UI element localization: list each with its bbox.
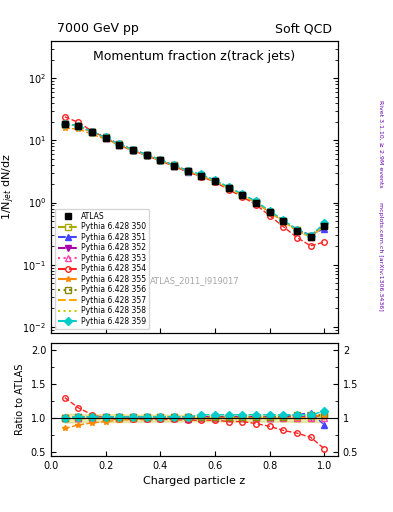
Text: mcplots.cern.ch [arXiv:1306.3436]: mcplots.cern.ch [arXiv:1306.3436]	[378, 202, 383, 310]
Y-axis label: 1/N$_{jet}$ dN/dz: 1/N$_{jet}$ dN/dz	[0, 154, 17, 220]
X-axis label: Charged particle z: Charged particle z	[143, 476, 246, 486]
Text: Momentum fraction z(track jets): Momentum fraction z(track jets)	[94, 50, 296, 62]
Legend: ATLAS, Pythia 6.428 350, Pythia 6.428 351, Pythia 6.428 352, Pythia 6.428 353, P: ATLAS, Pythia 6.428 350, Pythia 6.428 35…	[55, 208, 149, 329]
Text: Rivet 3.1.10, ≥ 2.9M events: Rivet 3.1.10, ≥ 2.9M events	[378, 99, 383, 187]
Y-axis label: Ratio to ATLAS: Ratio to ATLAS	[15, 364, 25, 435]
Text: Soft QCD: Soft QCD	[275, 22, 332, 35]
Text: 7000 GeV pp: 7000 GeV pp	[57, 22, 139, 35]
Text: ATLAS_2011_I919017: ATLAS_2011_I919017	[150, 276, 239, 285]
